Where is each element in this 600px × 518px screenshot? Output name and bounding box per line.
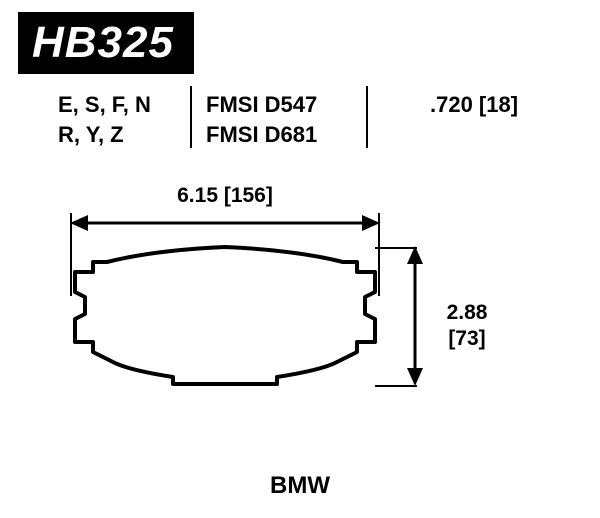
part-number-header: HB325: [18, 12, 194, 74]
thickness-value: .720 [18]: [430, 90, 518, 120]
brand-label: BMW: [0, 472, 600, 500]
compound-codes: E, S, F, N R, Y, Z: [58, 90, 151, 150]
divider: [190, 86, 192, 148]
height-mm: [73]: [422, 326, 512, 352]
divider: [366, 86, 368, 148]
width-dimension-label: 6.15 [156]: [70, 184, 380, 208]
pad-diagram: 6.15 [156] 2.88 [73]: [70, 180, 530, 470]
pad-outline: [65, 242, 385, 422]
fmsi-line: FMSI D547: [206, 90, 317, 120]
fmsi-codes: FMSI D547 FMSI D681: [206, 90, 317, 150]
height-in: 2.88: [422, 300, 512, 326]
part-number: HB325: [32, 18, 174, 67]
height-dimension-label: 2.88 [73]: [422, 300, 512, 352]
codes-line: E, S, F, N: [58, 90, 151, 120]
fmsi-line: FMSI D681: [206, 120, 317, 150]
codes-line: R, Y, Z: [58, 120, 151, 150]
info-row: E, S, F, N R, Y, Z FMSI D547 FMSI D681 .…: [0, 90, 600, 170]
